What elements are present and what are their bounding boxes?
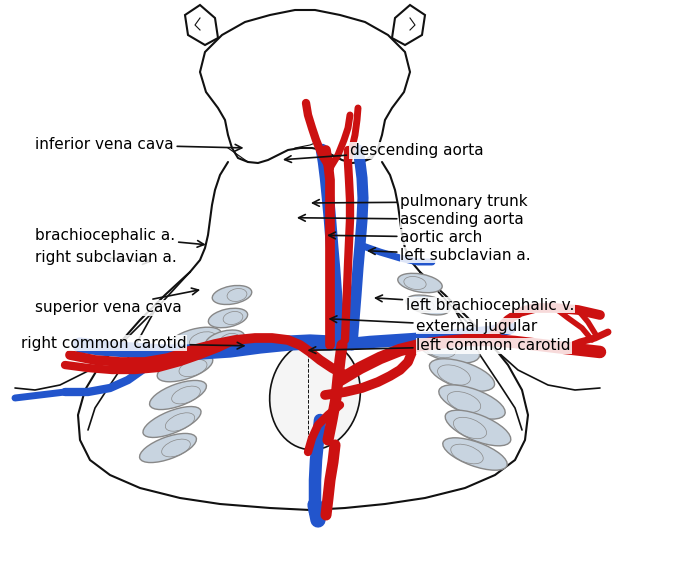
Ellipse shape: [209, 308, 248, 328]
Ellipse shape: [270, 340, 360, 450]
Text: right subclavian a.: right subclavian a.: [35, 251, 176, 265]
Ellipse shape: [212, 285, 252, 304]
Ellipse shape: [143, 407, 201, 438]
Polygon shape: [392, 5, 425, 45]
Text: descending aorta: descending aorta: [285, 143, 484, 162]
Ellipse shape: [416, 333, 480, 363]
Text: ascending aorta: ascending aorta: [299, 212, 524, 227]
Ellipse shape: [429, 359, 495, 391]
Text: aortic arch: aortic arch: [329, 230, 483, 244]
Text: brachiocephalic a.: brachiocephalic a.: [35, 228, 204, 247]
Text: left common carotid: left common carotid: [309, 338, 571, 353]
Text: inferior vena cava: inferior vena cava: [35, 137, 242, 152]
Ellipse shape: [443, 438, 508, 470]
Ellipse shape: [398, 273, 442, 293]
Text: pulmonary trunk: pulmonary trunk: [313, 194, 528, 209]
Ellipse shape: [150, 380, 206, 409]
Polygon shape: [185, 5, 218, 45]
Ellipse shape: [445, 410, 511, 446]
Ellipse shape: [168, 327, 222, 353]
Ellipse shape: [206, 330, 244, 350]
Ellipse shape: [139, 433, 197, 463]
Text: external jugular: external jugular: [330, 316, 538, 333]
Ellipse shape: [406, 295, 450, 315]
Text: superior vena cava: superior vena cava: [35, 288, 198, 315]
Ellipse shape: [439, 385, 505, 419]
Polygon shape: [200, 10, 410, 163]
Text: right common carotid: right common carotid: [21, 336, 244, 350]
Text: left subclavian a.: left subclavian a.: [369, 248, 531, 263]
Ellipse shape: [158, 354, 213, 382]
Text: left brachiocephalic v.: left brachiocephalic v.: [376, 295, 575, 312]
